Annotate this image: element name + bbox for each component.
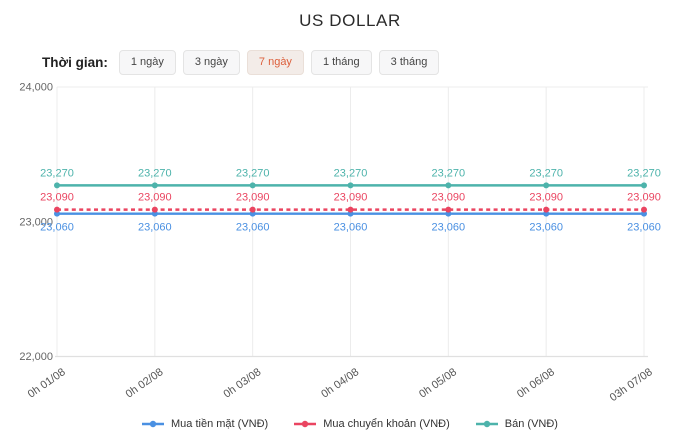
x-axis-tick-label: 0h 05/08 bbox=[417, 366, 459, 400]
data-point[interactable] bbox=[641, 182, 647, 189]
data-label: 23,270 bbox=[40, 167, 74, 179]
data-point[interactable] bbox=[54, 206, 60, 213]
y-axis-tick-label: 22,000 bbox=[19, 351, 53, 363]
data-label: 23,270 bbox=[138, 167, 172, 179]
data-point[interactable] bbox=[151, 206, 158, 213]
time-filter-button-1[interactable]: 1 ngày bbox=[118, 50, 176, 75]
legend-label: Mua tiền mặt (VNĐ) bbox=[171, 418, 269, 430]
data-label: 23,090 bbox=[529, 192, 563, 204]
time-filter-button-4[interactable]: 1 tháng bbox=[310, 50, 372, 75]
legend-marker-icon bbox=[475, 420, 498, 428]
data-label: 23,270 bbox=[627, 167, 661, 179]
x-axis-tick-label: 0h 01/08 bbox=[26, 366, 68, 400]
time-filter-buttons: 1 ngày 3 ngày 7 ngày 1 tháng 3 tháng bbox=[118, 50, 440, 75]
time-filter-bar: Thời gian: 1 ngày 3 ngày 7 ngày 1 tháng 3 th… bbox=[42, 50, 440, 75]
chart-title: US DOLLAR bbox=[299, 11, 401, 30]
data-label: 23,090 bbox=[627, 192, 661, 204]
data-label: 23,060 bbox=[40, 222, 74, 234]
data-point[interactable] bbox=[249, 182, 256, 189]
time-filter-button-2[interactable]: 3 ngày bbox=[182, 50, 240, 75]
data-label: 23,090 bbox=[432, 192, 466, 204]
legend-item-2[interactable]: Mua chuyển khoản (VNĐ) bbox=[294, 418, 450, 430]
data-label: 23,270 bbox=[529, 167, 563, 179]
data-point[interactable] bbox=[543, 182, 550, 189]
time-filter-button-5[interactable]: 3 tháng bbox=[378, 50, 440, 75]
data-point[interactable] bbox=[347, 182, 354, 189]
data-point[interactable] bbox=[641, 206, 647, 213]
data-label: 23,060 bbox=[432, 222, 466, 234]
x-axis-tick-label: 03h 07/08 bbox=[608, 366, 655, 404]
data-point[interactable] bbox=[151, 182, 158, 189]
x-axis-tick-label: 0h 03/08 bbox=[221, 366, 263, 400]
data-label: 23,090 bbox=[236, 192, 270, 204]
data-label: 23,060 bbox=[529, 222, 563, 234]
legend-marker-icon bbox=[294, 420, 317, 428]
y-axis-tick-label: 23,000 bbox=[19, 216, 53, 228]
data-label: 23,270 bbox=[334, 167, 368, 179]
data-point[interactable] bbox=[543, 206, 550, 213]
data-label: 23,090 bbox=[138, 192, 172, 204]
time-filter-label: Thời gian: bbox=[42, 55, 108, 70]
data-label: 23,270 bbox=[236, 167, 270, 179]
data-label: 23,060 bbox=[627, 222, 661, 234]
data-label: 23,090 bbox=[334, 192, 368, 204]
data-label: 23,060 bbox=[138, 222, 172, 234]
data-label: 23,090 bbox=[40, 192, 74, 204]
time-filter-button-3[interactable]: 7 ngày bbox=[246, 50, 304, 75]
legend-label: Bán (VNĐ) bbox=[504, 418, 558, 430]
x-axis-tick-label: 0h 02/08 bbox=[124, 366, 166, 400]
data-point[interactable] bbox=[54, 182, 60, 189]
chart-legend: Mua tiền mặt (VNĐ) Mua chuyển khoản (VNĐ)… bbox=[0, 418, 700, 430]
legend-item-1[interactable]: Mua tiền mặt (VNĐ) bbox=[142, 418, 268, 430]
data-label: 23,270 bbox=[432, 167, 466, 179]
legend-marker-icon bbox=[142, 420, 165, 428]
data-label: 23,060 bbox=[334, 222, 368, 234]
legend-item-3[interactable]: Bán (VNĐ) bbox=[475, 418, 558, 430]
x-axis-tick-label: 0h 04/08 bbox=[319, 366, 361, 400]
data-point[interactable] bbox=[347, 206, 354, 213]
y-axis-tick-label: 24,000 bbox=[19, 82, 53, 94]
data-point[interactable] bbox=[249, 206, 256, 213]
legend-label: Mua chuyển khoản (VNĐ) bbox=[323, 418, 450, 430]
data-label: 23,060 bbox=[236, 222, 270, 234]
data-point[interactable] bbox=[445, 182, 452, 189]
data-point[interactable] bbox=[445, 206, 452, 213]
x-axis-tick-label: 0h 06/08 bbox=[515, 366, 557, 400]
